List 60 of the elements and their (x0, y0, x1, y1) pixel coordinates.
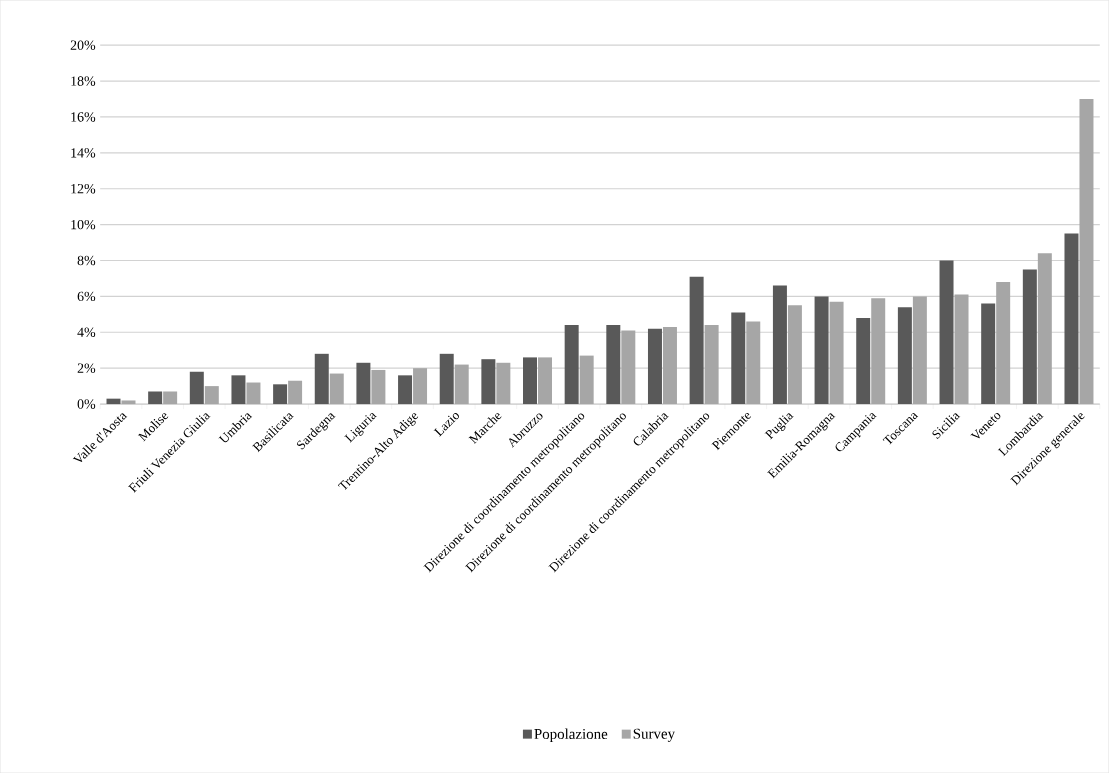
bar (398, 375, 413, 404)
bar (523, 357, 538, 404)
bar (329, 373, 344, 404)
bar (912, 296, 927, 404)
bar (454, 364, 469, 404)
bar (121, 400, 136, 404)
bar (1064, 233, 1079, 404)
bar (564, 325, 579, 404)
bar (314, 353, 329, 404)
bar (704, 325, 719, 404)
bar (662, 326, 677, 404)
bar (787, 305, 802, 404)
bar (689, 276, 704, 404)
bar (538, 357, 552, 404)
bar (496, 362, 511, 404)
y-tick-label: 8% (77, 255, 96, 266)
y-tick-label: 0% (77, 399, 96, 409)
bar (746, 321, 761, 404)
bar (231, 375, 246, 404)
bar (939, 260, 954, 404)
y-tick-label: 18% (71, 76, 96, 86)
bar (897, 307, 912, 404)
bar (996, 281, 1011, 404)
bar (954, 294, 969, 404)
bar (1037, 253, 1052, 404)
y-tick-label: 4% (77, 327, 96, 337)
bar (814, 296, 829, 404)
y-tick-label: 10% (71, 219, 96, 230)
bar (1079, 98, 1094, 404)
bar (731, 312, 746, 404)
y-tick-label: 20% (70, 40, 96, 50)
bar (579, 355, 594, 404)
bar (856, 317, 871, 404)
bar (647, 328, 662, 404)
bar (273, 384, 288, 404)
bar (829, 301, 844, 404)
y-tick-label: 14% (71, 148, 96, 158)
bar (439, 353, 454, 404)
bar (288, 380, 303, 404)
legend-label: Popolazione (534, 728, 608, 742)
bar (356, 362, 371, 404)
y-tick-label: 2% (77, 363, 96, 373)
bar (148, 391, 163, 404)
bar (189, 371, 204, 404)
bar (371, 369, 386, 404)
bar (981, 303, 996, 404)
y-tick-label: 6% (77, 291, 96, 302)
bar (606, 325, 621, 404)
y-tick-label: 12% (71, 183, 96, 194)
legend-label: Survey (633, 728, 675, 742)
bar (621, 330, 636, 404)
bar (481, 359, 496, 404)
bar (413, 368, 428, 404)
bar (246, 382, 261, 404)
bar (772, 285, 787, 404)
bar (871, 298, 886, 404)
y-tick-label: 16% (71, 112, 96, 122)
bar (1022, 269, 1037, 404)
bar (163, 391, 178, 404)
bar (204, 386, 219, 404)
